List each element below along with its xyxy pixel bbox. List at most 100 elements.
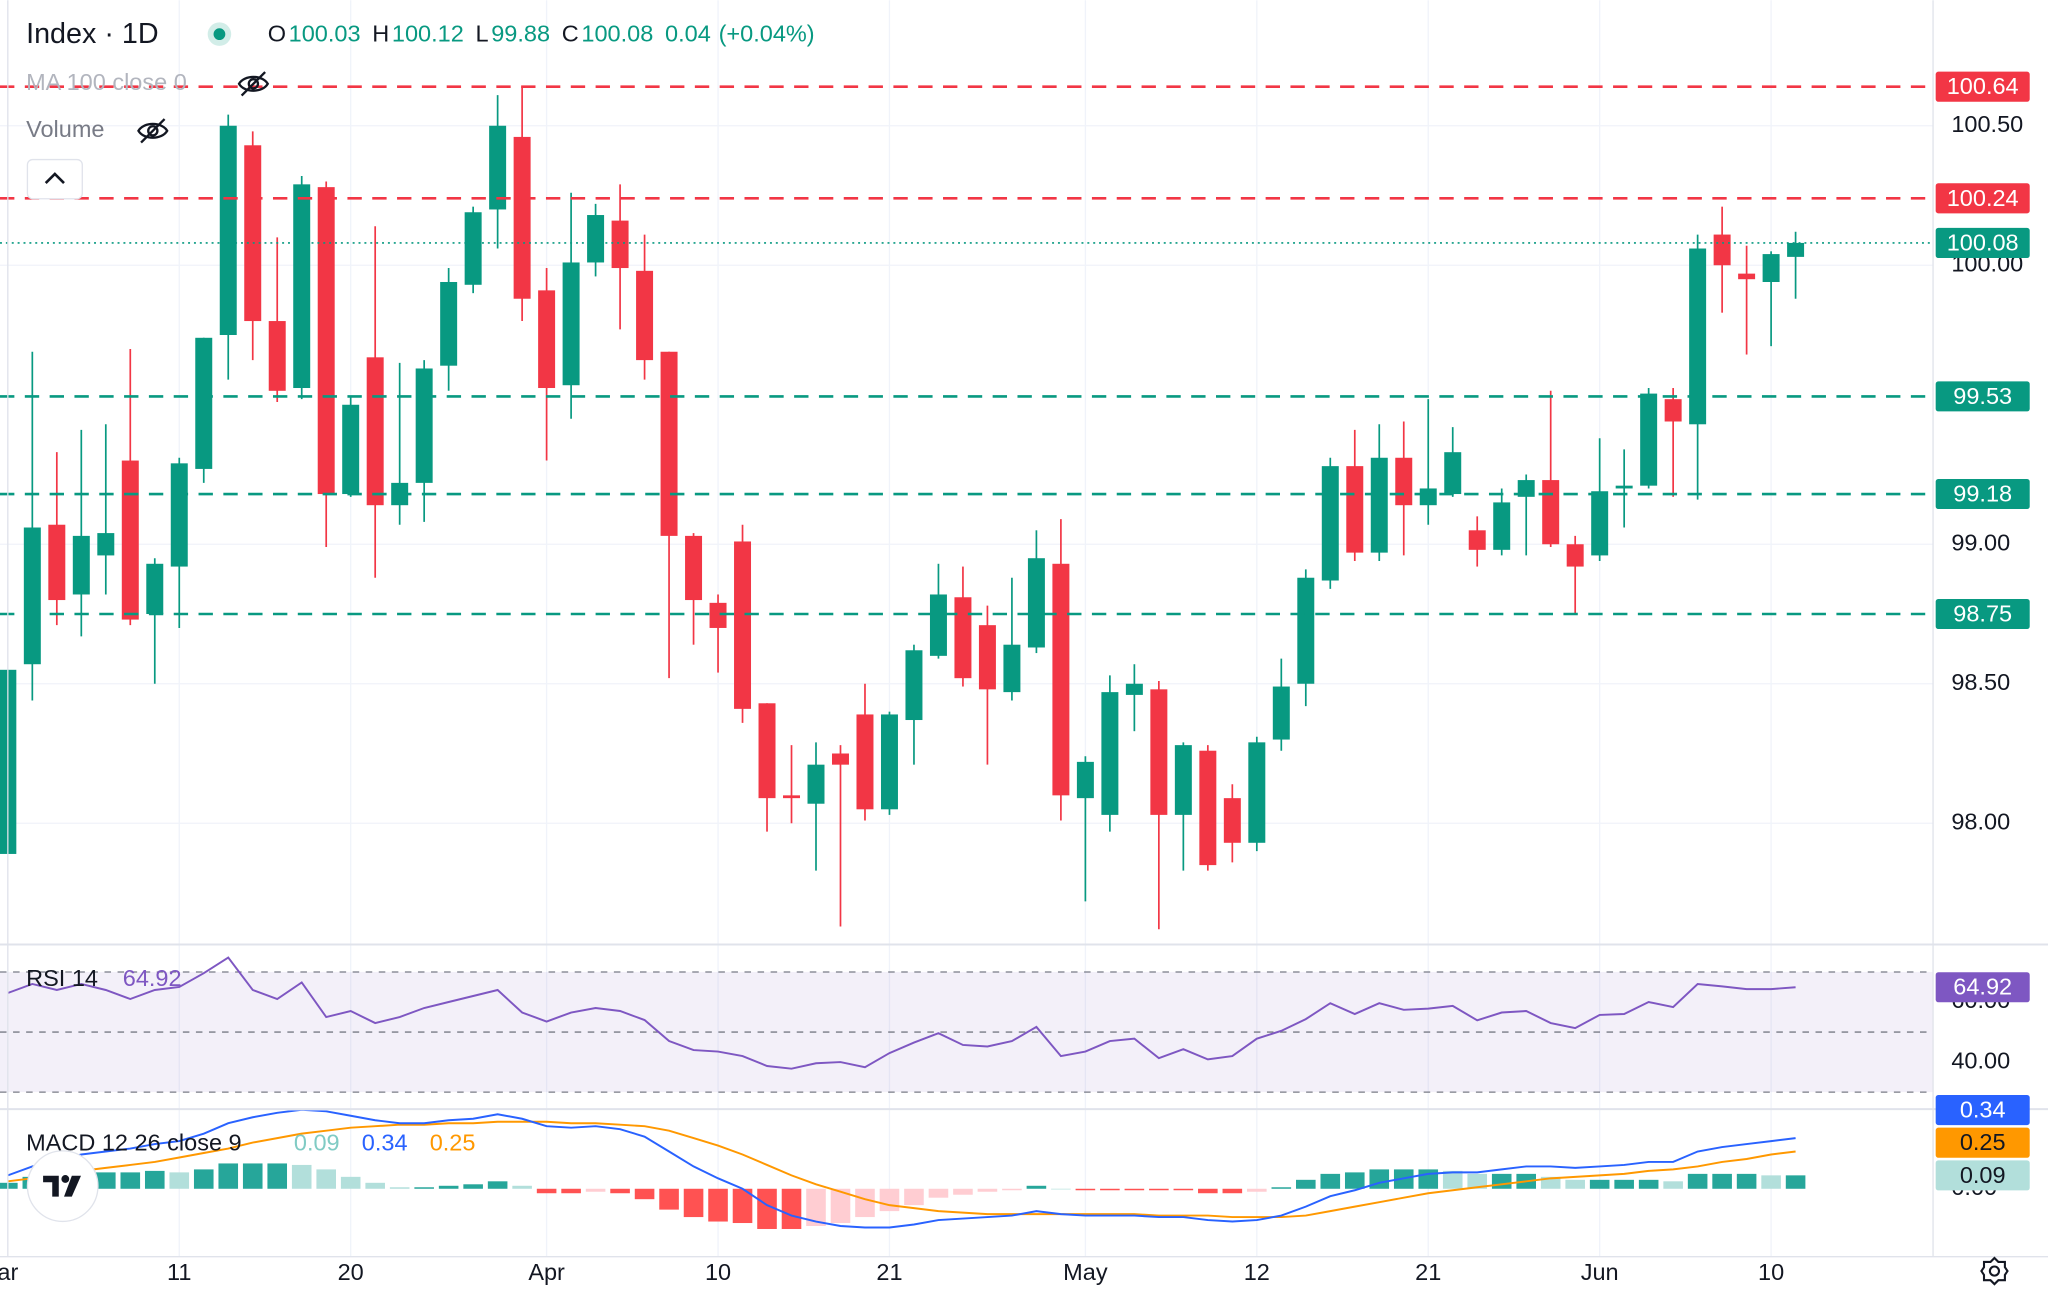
hidden-icon[interactable] <box>137 118 169 144</box>
candle-body <box>366 357 384 506</box>
x-tick-label: 10 <box>705 1259 731 1285</box>
histogram-bar <box>1712 1173 1732 1189</box>
y-tick-label: 99.00 <box>1951 529 2010 555</box>
histogram-bar <box>1320 1173 1341 1189</box>
candle-body <box>1370 457 1388 553</box>
histogram-bar <box>1540 1176 1561 1189</box>
candle-body <box>244 145 262 322</box>
candle-body <box>1493 502 1511 550</box>
candle-body <box>709 602 727 628</box>
candle-body <box>342 404 360 495</box>
x-tick-label: May <box>1063 1259 1108 1285</box>
x-tick-label: Apr <box>528 1259 565 1285</box>
macd <box>0 1110 1806 1229</box>
x-tick-label: 12 <box>1244 1259 1270 1285</box>
x-tick-label: 11 <box>167 1259 191 1285</box>
histogram-bar <box>977 1188 998 1192</box>
candle-body <box>1787 242 1805 257</box>
histogram-bar <box>1638 1179 1659 1189</box>
histogram-bar <box>1124 1188 1145 1191</box>
level-label: 99.18 <box>1935 479 2030 510</box>
histogram-bar <box>610 1188 630 1194</box>
label-background <box>1935 1095 2030 1126</box>
histogram-bar <box>512 1185 532 1189</box>
histogram-bar <box>1344 1172 1365 1189</box>
candle-body <box>1223 798 1241 843</box>
candle-body <box>1174 745 1192 815</box>
candle-body <box>1762 254 1780 282</box>
histogram-value: 0.09 <box>294 1130 340 1156</box>
rsi-legend: RSI 14 64.92 <box>26 965 181 991</box>
x-tick-label: 21 <box>1415 1259 1441 1285</box>
label-background <box>1935 1160 2030 1191</box>
histogram-bar <box>389 1187 410 1189</box>
histogram-bar <box>1051 1188 1071 1190</box>
macd-label: 0.34 <box>1935 1095 2030 1126</box>
label-text: 0.34 <box>1960 1097 2006 1123</box>
histogram-bar <box>365 1182 385 1189</box>
histogram-bar <box>708 1188 728 1222</box>
histogram-bar <box>96 1172 116 1189</box>
candle-body <box>317 187 335 495</box>
histogram-bar <box>1002 1188 1022 1191</box>
candle-body <box>1101 692 1119 815</box>
ohlc-value: 100.12 <box>392 21 464 47</box>
candle-body <box>660 351 678 536</box>
histogram-bar <box>487 1181 508 1189</box>
candle-body <box>1640 393 1658 486</box>
logo[interactable] <box>26 1150 99 1223</box>
collapse-button[interactable] <box>26 158 83 200</box>
logo-badge <box>26 1150 99 1223</box>
candle-body <box>880 714 898 810</box>
candle-body <box>734 541 752 709</box>
histogram-bar <box>1736 1173 1757 1189</box>
histogram-bar <box>218 1163 239 1189</box>
ohlc-value: 99.88 <box>491 21 550 47</box>
label-background <box>1935 972 2030 1003</box>
candle-body <box>538 290 556 389</box>
candle-body <box>1591 491 1609 556</box>
last-price-label: 100.08 <box>1935 227 2030 258</box>
candle-body <box>97 533 115 556</box>
histogram-bar <box>242 1163 263 1189</box>
candle-body <box>1003 644 1021 693</box>
histogram-bar <box>438 1185 459 1189</box>
x-tick-label: ar <box>0 1259 18 1285</box>
histogram-bar <box>1663 1181 1683 1189</box>
y-tick-label: 98.50 <box>1951 669 2010 695</box>
histogram-bar <box>561 1188 581 1194</box>
label-text: 98.75 <box>1953 601 2012 627</box>
label-background <box>1935 479 2030 510</box>
symbol-title: Index · 1D <box>26 18 159 50</box>
histogram-bar <box>1173 1188 1194 1191</box>
candle-body <box>268 321 286 391</box>
histogram-bar <box>1491 1173 1512 1189</box>
x-tick-label: 10 <box>1758 1259 1784 1285</box>
candle-body <box>929 594 947 656</box>
candle-body <box>856 714 874 810</box>
histogram-bar <box>1026 1185 1047 1189</box>
rsi-line <box>7 956 1796 1070</box>
label-text: 99.53 <box>1953 383 2012 409</box>
logo-shape <box>61 1175 70 1183</box>
indicator-label: MA 100 close 0 <box>26 69 187 95</box>
collapse-frame <box>26 158 83 200</box>
y-tick-label: 40.00 <box>1951 1047 2010 1073</box>
candle-body <box>1566 544 1584 567</box>
macd-line <box>7 1110 1796 1229</box>
candle-body <box>513 136 531 299</box>
histogram-label: 0.09 <box>1935 1160 2030 1191</box>
settings-icon[interactable] <box>1980 1256 2009 1286</box>
candle-body <box>23 527 41 665</box>
ohlc-legend: O 100.03 H 100.12 L 99.88 C 100.08 0.04 (+0.04%) <box>268 21 815 47</box>
histogram-bar <box>1785 1175 1806 1189</box>
levels <box>0 85 1934 616</box>
rsi <box>7 956 1796 1070</box>
hidden-icon[interactable] <box>237 71 270 97</box>
x-tick-label: 20 <box>338 1259 364 1285</box>
rsi-title: RSI 14 <box>26 965 98 991</box>
y-tick-label: 98.00 <box>1951 808 2010 834</box>
histogram-bar <box>1565 1179 1585 1189</box>
histogram-bar <box>1467 1173 1488 1189</box>
histogram-bar <box>414 1187 434 1189</box>
